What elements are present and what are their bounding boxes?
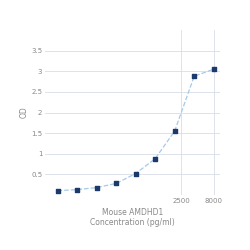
Point [94,186,98,190]
Point [56,189,60,193]
X-axis label: Mouse AMDHD1
Concentration (pg/ml): Mouse AMDHD1 Concentration (pg/ml) [90,208,175,227]
Point [212,67,216,71]
Point [192,74,196,78]
Point [134,172,138,175]
Point [153,157,157,161]
Point [75,188,79,192]
Point [114,182,118,186]
Y-axis label: OD: OD [19,106,28,118]
Point [173,129,177,133]
